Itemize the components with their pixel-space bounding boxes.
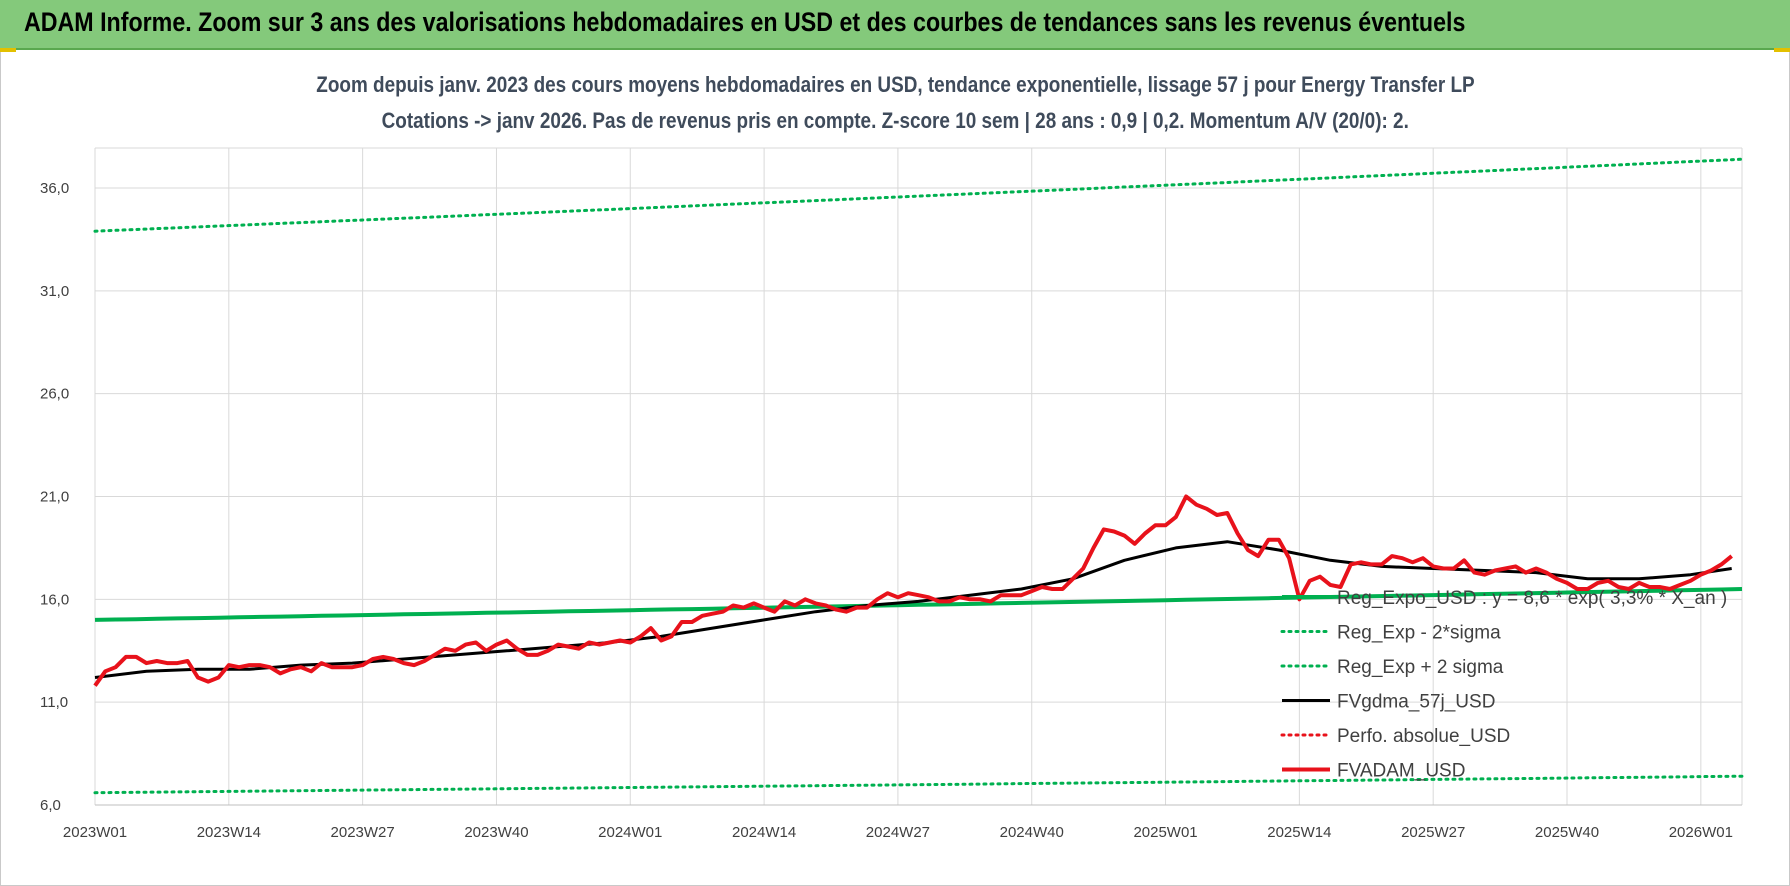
legend-entry-4: Perfo. absolue_USD bbox=[1337, 726, 1510, 747]
legend: Reg_Expo_USD : y = 8,6 * exp( 3,3% * X_a… bbox=[1280, 588, 1727, 782]
y-tick-label: 31,0 bbox=[40, 283, 69, 300]
x-tick-label: 2023W40 bbox=[464, 824, 528, 841]
grid-lines bbox=[94, 147, 1743, 806]
legend-entry-3: FVgdma_57j_USD bbox=[1337, 692, 1495, 713]
chart-subtitle: Cotations -> janv 2026. Pas de revenus p… bbox=[381, 108, 1409, 133]
x-tick-label: 2025W40 bbox=[1535, 824, 1599, 841]
y-tick-label: 6,0 bbox=[40, 797, 61, 814]
x-tick-label: 2025W27 bbox=[1401, 824, 1465, 841]
corner-mark-right bbox=[1774, 48, 1790, 52]
x-tick-label: 2024W40 bbox=[1000, 824, 1064, 841]
legend-entry-0: Reg_Expo_USD : y = 8,6 * exp( 3,3% * X_a… bbox=[1337, 588, 1727, 609]
y-tick-label: 36,0 bbox=[40, 180, 69, 197]
x-tick-label: 2025W01 bbox=[1133, 824, 1197, 841]
chart-title: Zoom depuis janv. 2023 des cours moyens … bbox=[315, 72, 1475, 97]
x-tick-label: 2025W14 bbox=[1267, 824, 1331, 841]
x-tick-label: 2023W14 bbox=[197, 824, 261, 841]
series-line-2 bbox=[93, 157, 1744, 233]
x-tick-label: 2026W01 bbox=[1669, 824, 1733, 841]
series-line-5 bbox=[93, 494, 1733, 687]
y-tick-label: 26,0 bbox=[40, 386, 69, 403]
header-bar: ADAM Informe. Zoom sur 3 ans des valoris… bbox=[0, 0, 1790, 50]
legend-entry-1: Reg_Exp - 2*sigma bbox=[1337, 623, 1501, 644]
y-tick-label: 21,0 bbox=[40, 489, 69, 506]
legend-entry-2: Reg_Exp + 2 sigma bbox=[1337, 657, 1504, 678]
legend-entry-5: FVADAM_USD bbox=[1337, 761, 1465, 782]
axis-labels: 6,0 11,0 16,0 21,0 26,0 31,0 36,0 2023W01 2023W1… bbox=[40, 180, 1733, 841]
x-tick-label: 2023W27 bbox=[331, 824, 395, 841]
x-tick-label: 2024W27 bbox=[866, 824, 930, 841]
y-tick-label: 11,0 bbox=[40, 694, 68, 711]
series-layer bbox=[93, 157, 1744, 795]
series-line-1 bbox=[93, 774, 1744, 795]
x-tick-label: 2023W01 bbox=[63, 824, 127, 841]
corner-mark-left bbox=[0, 48, 16, 52]
y-tick-label: 16,0 bbox=[40, 591, 69, 608]
page-title: ADAM Informe. Zoom sur 3 ans des valoris… bbox=[24, 7, 1466, 37]
x-tick-label: 2024W14 bbox=[732, 824, 796, 841]
series-line-0 bbox=[94, 587, 1743, 622]
x-tick-label: 2024W01 bbox=[598, 824, 662, 841]
